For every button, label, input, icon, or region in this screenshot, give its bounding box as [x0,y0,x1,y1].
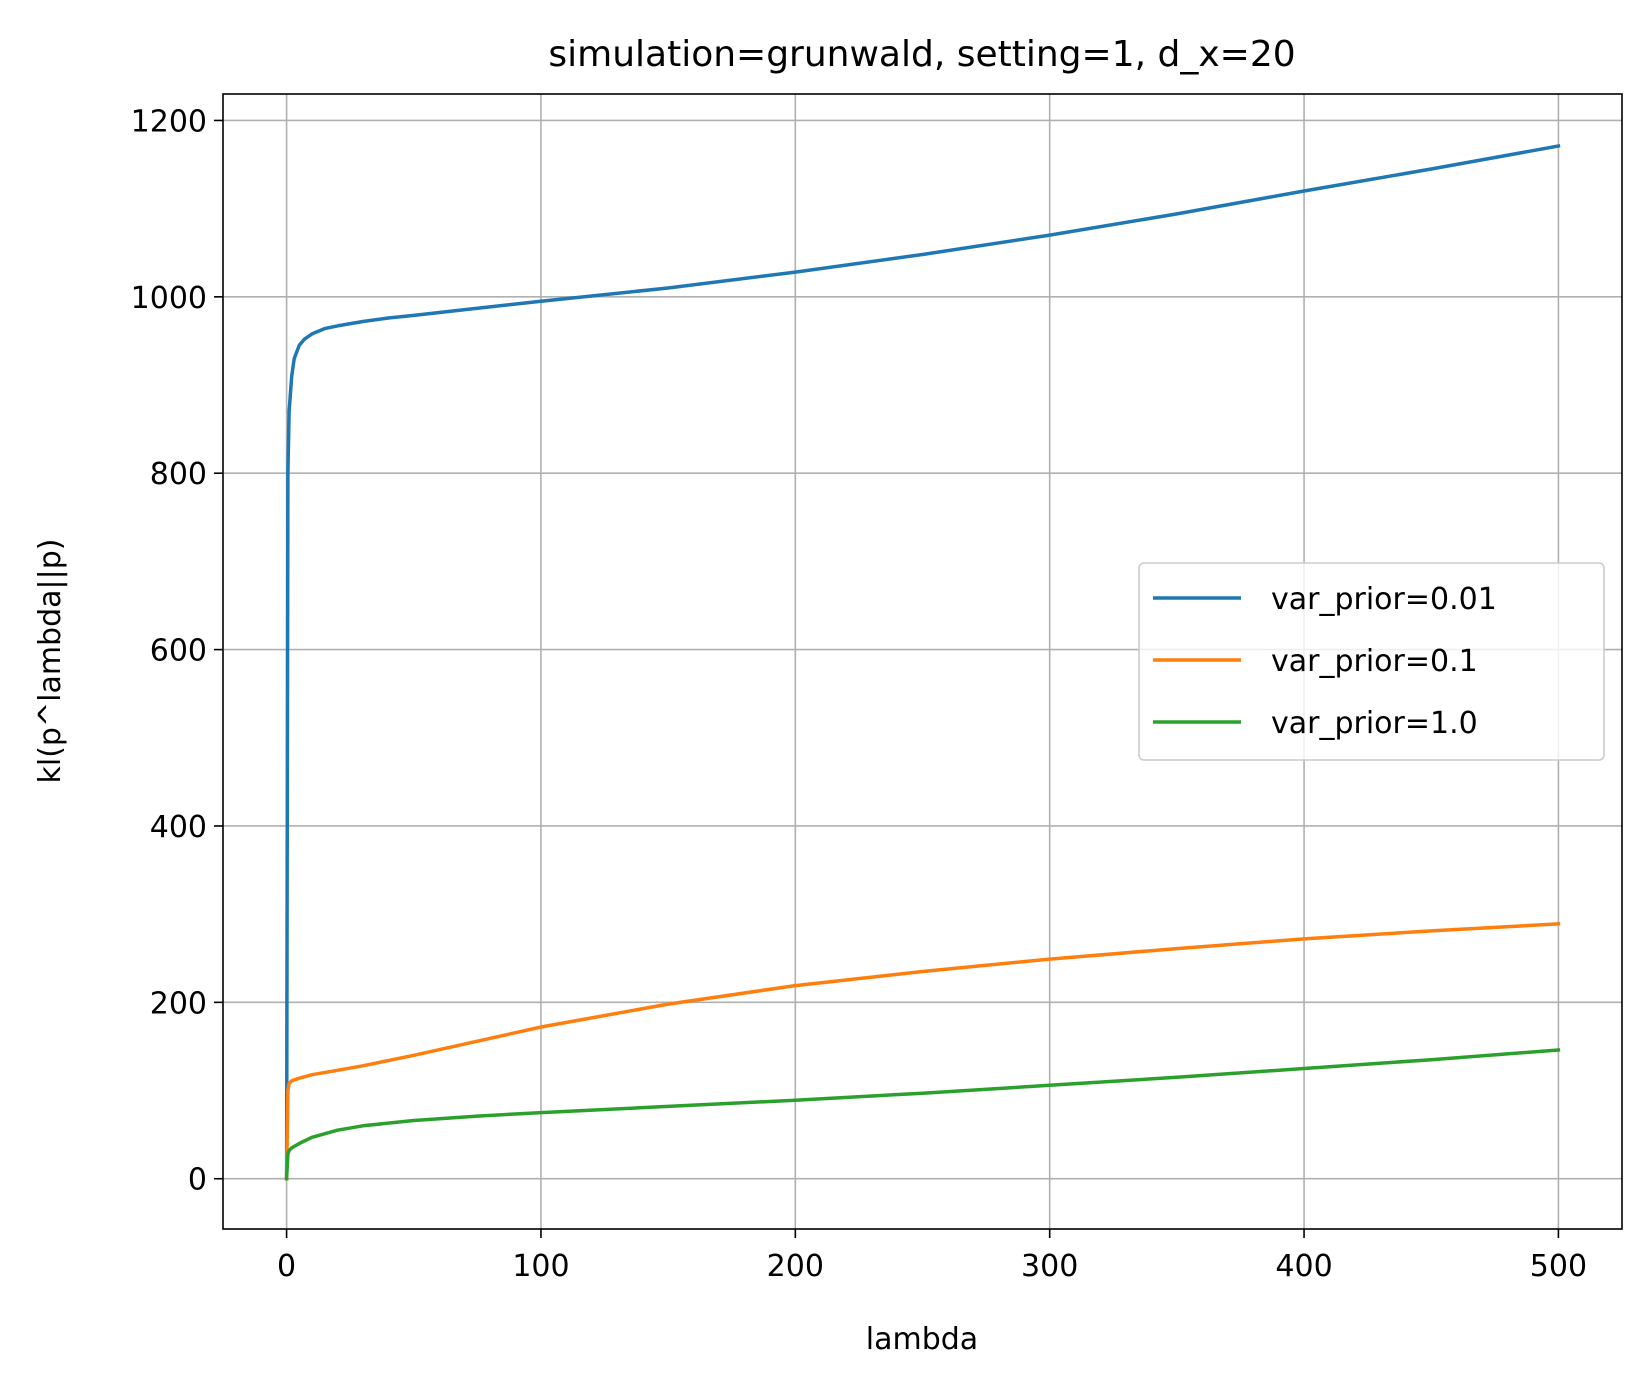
x-tick-label: 300 [1021,1249,1078,1284]
legend-entry-2: var_prior=0.1 [1271,644,1478,679]
series-layer [284,143,1561,1181]
series-line-3 [284,1048,1561,1181]
series-line-1 [284,143,1561,1181]
plot-frame [222,93,1623,1230]
y-tick-label: 1200 [131,104,207,139]
x-tick-label: 500 [1530,1249,1587,1284]
x-tick-label: 0 [277,1249,296,1284]
x-tick-label: 200 [767,1249,824,1284]
y-tick-label: 0 [188,1163,207,1198]
axis-ticks: 0 100 200 300 400 500 0 200 400 600 800 1000 1200 [131,104,1587,1284]
legend: var_prior=0.01 var_prior=0.1 var_prior=1.0 [1138,562,1605,761]
y-tick-label: 1000 [131,281,207,316]
legend-box [1138,562,1605,761]
x-tick-label: 100 [512,1249,569,1284]
y-tick-label: 200 [150,986,207,1021]
y-axis-label: kl(p^lambda||p) [33,539,68,784]
y-tick-label: 400 [150,810,207,845]
series-line-2 [284,922,1561,1181]
x-axis-label: lambda [866,1322,978,1357]
legend-entry-3: var_prior=1.0 [1271,706,1478,741]
y-tick-label: 600 [150,634,207,669]
x-tick-label: 400 [1275,1249,1332,1284]
legend-entry-1: var_prior=0.01 [1271,582,1497,617]
chart-title: simulation=grunwald, setting=1, d_x=20 [548,34,1295,75]
y-tick-label: 800 [150,457,207,492]
